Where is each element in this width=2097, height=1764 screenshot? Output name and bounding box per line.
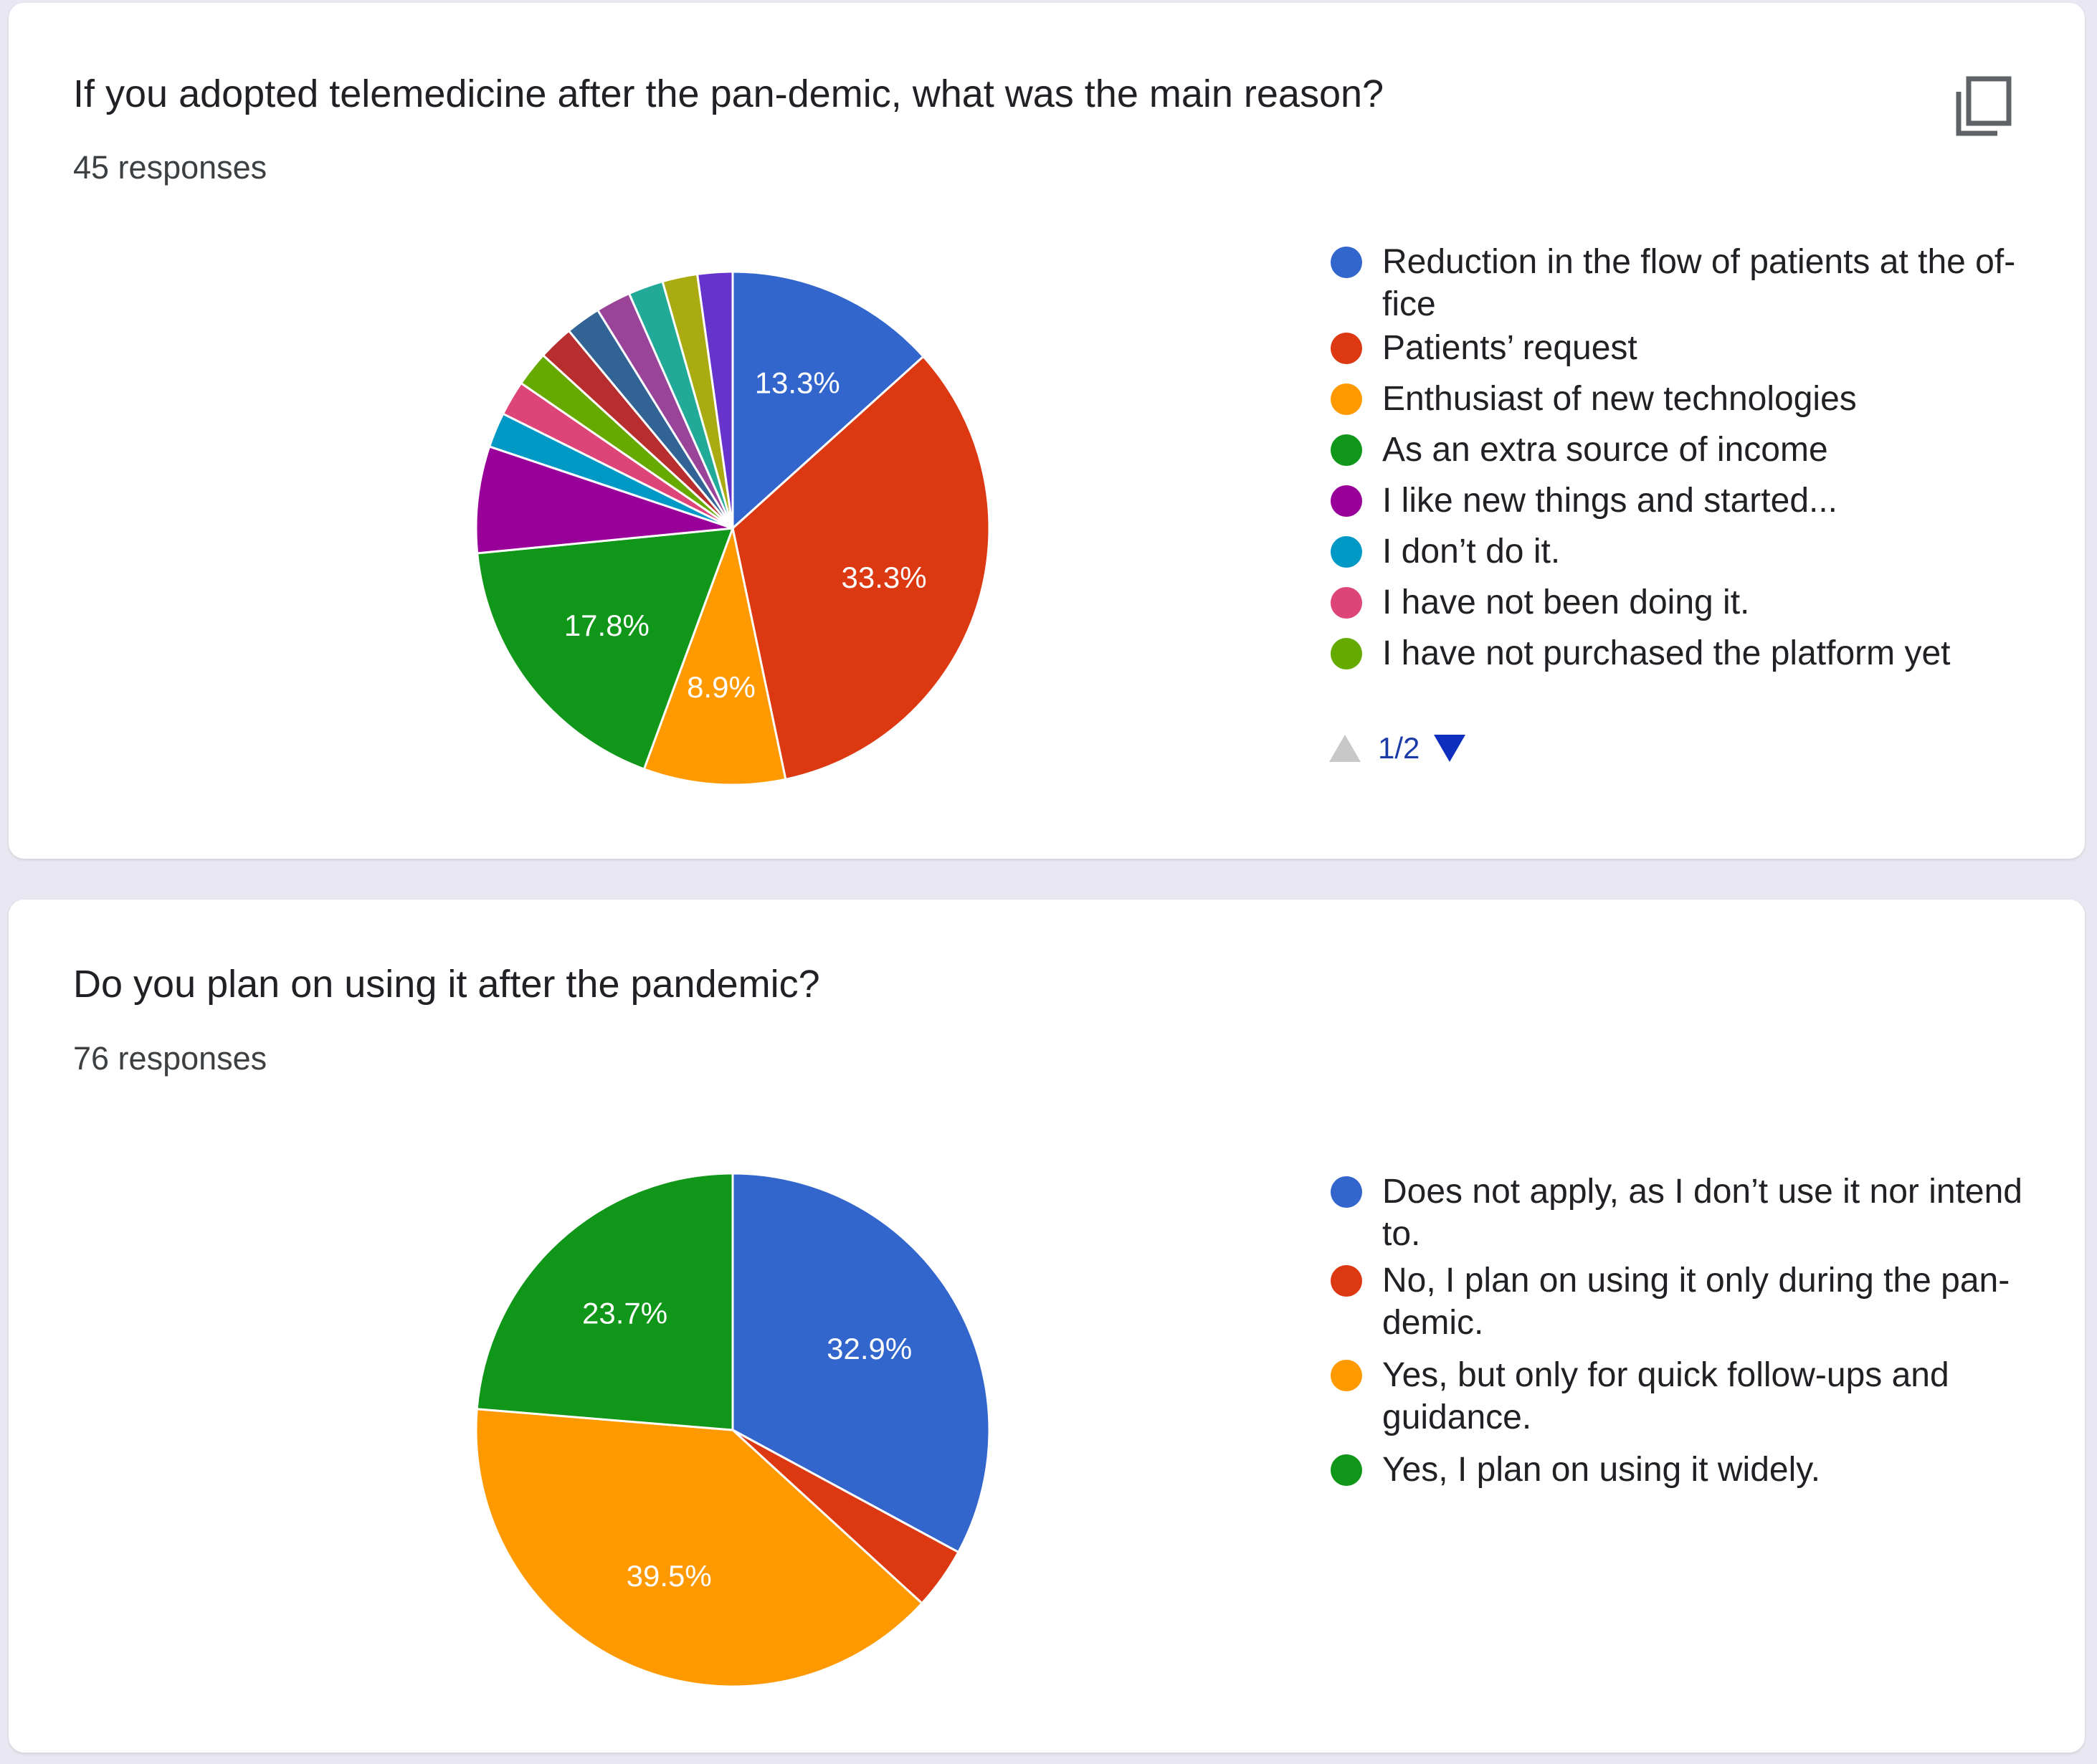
pager-text: 1/2 (1378, 731, 1420, 765)
legend-dot-icon (1331, 587, 1362, 619)
pie-slice (475, 1172, 734, 1431)
question-title: If you adopted telemedicine after the pa… (73, 72, 1384, 115)
legend-label: I have not purchased the platform yet (1382, 634, 1951, 672)
legend-dot-icon (1331, 638, 1362, 669)
legend-item: As an extra source of income (1321, 429, 2037, 471)
legend-label: Enthusiast of new technologies (1382, 380, 1857, 418)
legend-label: No, I plan on using it only during the p… (1382, 1262, 2010, 1342)
legend-dot-icon (1331, 383, 1362, 415)
response-count: 76 responses (73, 1040, 267, 1077)
legend-item: I have not been doing it. (1321, 581, 2037, 624)
legend-dot-icon (1331, 1176, 1362, 1208)
legend-dot-icon (1331, 434, 1362, 466)
legend-label: I have not been doing it. (1382, 583, 1750, 621)
legend-dot-icon (1331, 1265, 1362, 1297)
legend-item: Patients’ request (1321, 327, 2037, 369)
chart-card-2: Do you plan on using it after the pandem… (9, 900, 2085, 1753)
legend-dot-icon (1331, 485, 1362, 517)
legend-label: Yes, I plan on using it widely. (1382, 1451, 1821, 1489)
pie-slice (731, 1172, 991, 1554)
legend-dot-icon (1331, 247, 1362, 278)
legend-pager: 1/2 (1328, 727, 1467, 770)
legend-item: Enthusiast of new technologies (1321, 378, 2037, 420)
chart-legend: Reduction in the flow of patients at the… (1321, 241, 2037, 674)
legend-item: No, I plan on using it only during the p… (1321, 1259, 2037, 1344)
legend-dot-icon (1331, 536, 1362, 568)
slice-label: 13.3% (755, 366, 840, 400)
legend-item: Reduction in the flow of patients at the… (1321, 241, 2037, 325)
slice-label: 32.9% (827, 1332, 912, 1365)
legend-item: Does not apply, as I don’t use it nor in… (1321, 1171, 2037, 1255)
slice-label: 39.5% (627, 1559, 712, 1593)
copy-icon[interactable] (1953, 75, 2013, 139)
pie-slice (476, 527, 735, 771)
chart-card-1: If you adopted telemedicine after the pa… (9, 3, 2085, 859)
legend-item: Yes, I plan on using it widely. (1321, 1449, 2037, 1491)
slice-label: 33.3% (842, 561, 927, 594)
legend-dot-icon (1331, 1454, 1362, 1486)
slice-label: 23.7% (582, 1296, 667, 1330)
chart-legend: Does not apply, as I don’t use it nor in… (1321, 1171, 2037, 1491)
slice-label: 8.9% (687, 670, 756, 704)
legend-label: As an extra source of income (1382, 431, 1828, 469)
legend-dot-icon (1331, 333, 1362, 364)
legend-item: I like new things and started... (1321, 480, 2037, 522)
legend-dot-icon (1331, 1360, 1362, 1391)
legend-label: Patients’ request (1382, 329, 1637, 367)
question-title: Do you plan on using it after the pandem… (73, 963, 820, 1006)
legend-item: I have not purchased the platform yet (1321, 632, 2037, 674)
pie-chart: 32.9% 39.5% 23.7% (475, 1172, 991, 1688)
legend-label: I like new things and started... (1382, 482, 1838, 520)
pie-slice (731, 355, 991, 781)
pie-slice (642, 524, 787, 786)
legend-label: Does not apply, as I don’t use it nor in… (1382, 1173, 2022, 1253)
slice-label: 17.8% (564, 609, 650, 642)
legend-item: I don’t do it. (1321, 530, 2037, 573)
triangle-down-icon[interactable] (1432, 733, 1467, 763)
pie-chart: 13.3% 33.3% 8.9% 17.8% (475, 270, 991, 786)
pie-slice (731, 270, 926, 531)
legend-item: Yes, but only for quick follow-ups and g… (1321, 1354, 2037, 1439)
pie-slice (475, 445, 733, 555)
legend-label: Reduction in the flow of patients at the… (1382, 243, 2016, 323)
pie-slice (695, 270, 734, 529)
pie-slice (475, 1408, 924, 1688)
legend-label: Yes, but only for quick follow-ups and g… (1382, 1356, 1949, 1436)
triangle-up-icon[interactable] (1328, 733, 1362, 763)
response-count: 45 responses (73, 149, 267, 186)
legend-label: I don’t do it. (1382, 533, 1561, 571)
